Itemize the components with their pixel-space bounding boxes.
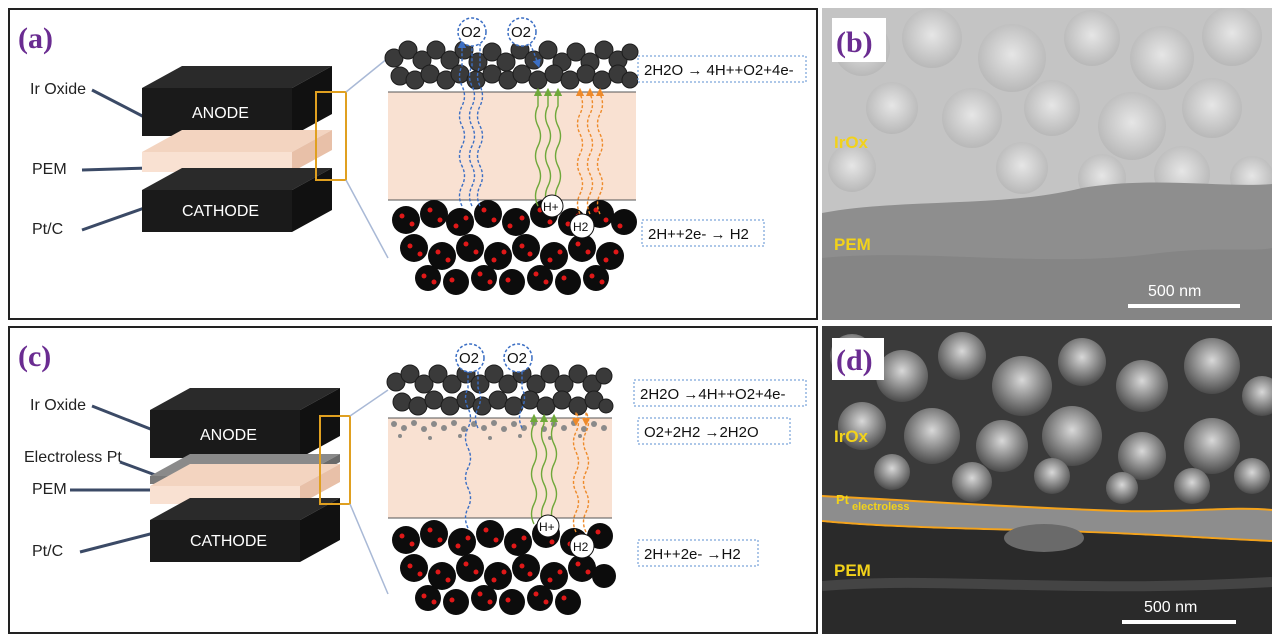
- o2-bubble-1-c: [455, 343, 485, 373]
- o2-bubble-1-label-c: O2: [459, 350, 479, 367]
- leader-ir-oxide: [91, 88, 151, 122]
- leader-electroless-pt: [119, 460, 159, 478]
- recombination-equation-box: [637, 417, 791, 445]
- label-electroless-pt: Electroless Pt: [24, 449, 122, 466]
- h2-circle-c: [569, 533, 595, 559]
- o2-bubble-2-c: [503, 343, 533, 373]
- cathode-block-c: [150, 498, 340, 562]
- h2-label: H2: [573, 220, 589, 234]
- pem-surface-feature: [1004, 524, 1084, 552]
- o2-bubble-1: [457, 17, 487, 47]
- zoom-line-top-c: [349, 389, 389, 417]
- anode-block: [142, 66, 332, 136]
- zoom-membrane: [388, 92, 636, 200]
- panel-d-label-bg: [832, 338, 884, 380]
- label-ir-oxide: Ir Oxide: [30, 81, 86, 98]
- anode-equation-c: 2H2O →4H++O2+4e-: [640, 386, 786, 403]
- zoom-line-top: [345, 57, 389, 93]
- cathode-label: CATHODE: [182, 203, 259, 220]
- cathode-block: [142, 168, 332, 232]
- membrane-slab: [142, 130, 332, 172]
- cathode-equation-c: 2H++2e- →H2: [644, 546, 741, 563]
- panel-a: (a) Ir Oxide PEM Pt/C ANODE CATHODE: [8, 8, 818, 320]
- membrane-slab-c: [150, 464, 340, 504]
- panel-b-label-bg: [832, 18, 886, 62]
- pem-label-d: PEM: [834, 561, 871, 580]
- panel-d-label: (d): [836, 344, 873, 377]
- scale-bar-label: 500 nm: [1148, 283, 1201, 300]
- scale-bar: [1128, 304, 1240, 308]
- pem-region-d: [822, 522, 1272, 634]
- panel-d-sem: (d) IrOx Pt electroless PEM 500 nm: [822, 326, 1272, 634]
- panel-b-sem: (b) IrOx PEM 500 nm: [822, 8, 1272, 320]
- anode-equation-box: [637, 55, 807, 83]
- o2-bubble-2: [507, 17, 537, 47]
- h2-crossover-paths: [575, 87, 605, 215]
- o2-bubble-1-label: O2: [461, 24, 481, 41]
- scale-bar-d: [1122, 620, 1236, 624]
- leader-pt-c-c: [79, 530, 159, 554]
- panel-a-label: (a): [18, 22, 53, 55]
- panel-c: (c) Ir Oxide Electroless Pt PEM Pt/C ANO…: [8, 326, 818, 634]
- panel-b-label: (b): [836, 26, 873, 59]
- label-pem: PEM: [32, 161, 67, 178]
- pt-electroless-sub-label: electroless: [852, 501, 909, 513]
- h-transport-paths: [533, 87, 563, 207]
- zoom-line-bottom: [345, 179, 389, 259]
- h2-circle: [569, 213, 595, 239]
- o2-bubble-2-label: O2: [511, 24, 531, 41]
- zoom-box: [315, 91, 347, 181]
- anode-label-c: ANODE: [200, 427, 257, 444]
- cathode-equation-box: [641, 219, 765, 247]
- zoom-line-bottom-c: [349, 503, 389, 595]
- cathode-label-c: CATHODE: [190, 533, 267, 550]
- leader-pt-c: [81, 204, 151, 232]
- pt-c-particles: [392, 200, 637, 295]
- anode-equation-box-c: [633, 379, 807, 407]
- leader-pem: [81, 166, 151, 172]
- recombination-equation: O2+2H2 →2H2O: [644, 424, 759, 441]
- h-plus-label: H+: [543, 200, 559, 214]
- h-plus-circle: [540, 194, 564, 218]
- anode-block-c: [150, 388, 340, 458]
- anode-equation: 2H2O → 4H++O2+4e-: [644, 62, 794, 79]
- h-transport-paths-c: [529, 413, 559, 525]
- scale-bar-label-d: 500 nm: [1144, 599, 1197, 616]
- irox-label: IrOx: [834, 133, 869, 152]
- iro2-particles: [384, 40, 639, 90]
- pem-shading: [822, 248, 1272, 320]
- cathode-equation-box-c: [637, 539, 759, 567]
- panel-d-sem-image: (d) IrOx Pt electroless PEM 500 nm: [822, 326, 1272, 634]
- pt-electroless-band: [822, 496, 1272, 541]
- h2-label-c: H2: [573, 540, 589, 554]
- panel-b-sem-image: (b) IrOx PEM 500 nm: [822, 8, 1272, 320]
- cathode-equation: 2H++2e- → H2: [648, 226, 749, 243]
- label-ir-oxide-c: Ir Oxide: [30, 397, 86, 414]
- h-plus-label-c: H+: [539, 520, 555, 534]
- o2-crossover-paths: [457, 39, 541, 207]
- pem-shading-band: [822, 577, 1272, 592]
- label-pt-c-c: Pt/C: [32, 543, 63, 560]
- irox-texture-d: [830, 332, 1272, 504]
- o2-bubble-2-label-c: O2: [507, 350, 527, 367]
- o2-crossover-paths-c: [463, 363, 526, 529]
- anode-label: ANODE: [192, 105, 249, 122]
- panel-c-label: (c): [18, 340, 51, 373]
- iro2-particles-c: [386, 364, 614, 416]
- pt-label-d: Pt: [836, 492, 850, 507]
- label-pem-c: PEM: [32, 481, 67, 498]
- panel-a-diagram: (a) Ir Oxide PEM Pt/C ANODE CATHODE: [18, 17, 807, 295]
- h2-crossover-paths-c: [571, 411, 591, 533]
- pem-label: PEM: [834, 235, 871, 254]
- label-pt-c: Pt/C: [32, 221, 63, 238]
- zoom-box-c: [319, 415, 351, 505]
- irox-label-d: IrOx: [834, 427, 869, 446]
- pt-upper-outline: [822, 495, 1272, 513]
- irox-texture: [828, 8, 1272, 202]
- leader-ir-oxide-c: [91, 404, 159, 434]
- panel-c-diagram: (c) Ir Oxide Electroless Pt PEM Pt/C ANO…: [18, 340, 807, 615]
- h-plus-circle-c: [536, 514, 560, 538]
